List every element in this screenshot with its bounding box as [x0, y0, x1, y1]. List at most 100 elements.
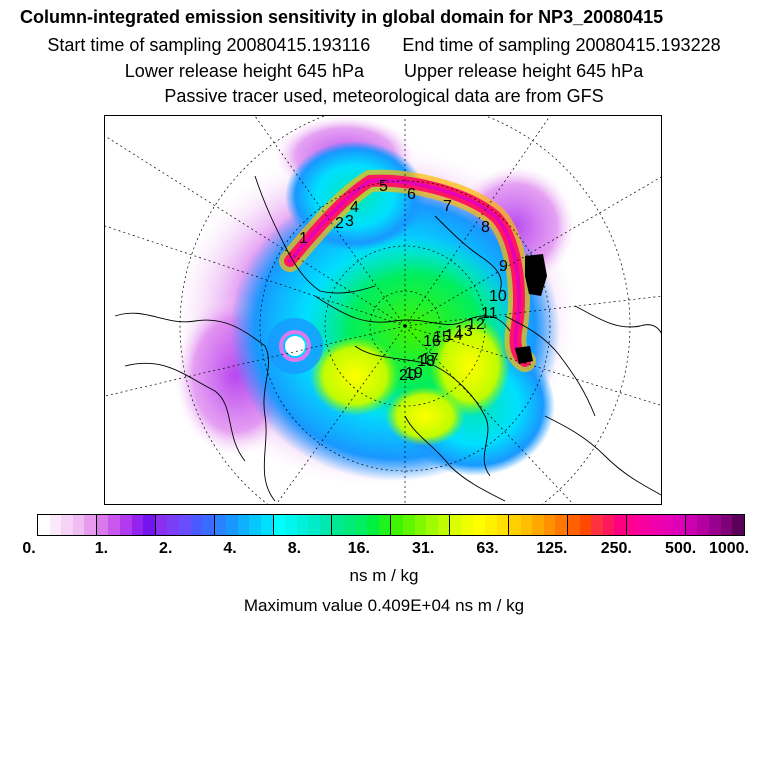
trajectory-label-20: 20: [399, 367, 417, 384]
colorbar-cell: [84, 515, 97, 535]
colorbar-cell: [673, 515, 686, 535]
colorbar-tick-label: 63.: [476, 540, 499, 557]
colorbar-cell: [461, 515, 474, 535]
colorbar-tick-label: 31.: [412, 540, 435, 557]
colorbar-cell: [38, 515, 50, 535]
map-canvas: 1 2 3 4 5 6 7 8 9 10 11 12 13 14 15 16 1…: [105, 116, 661, 504]
colorbar-cell: [450, 515, 462, 535]
colorbar-cell: [602, 515, 615, 535]
colorbar-tick-label: 250.: [600, 540, 632, 557]
colorbar-cell: [532, 515, 544, 535]
colorbar-cell: [732, 515, 744, 535]
colorbar-tick-label: 125.: [536, 540, 568, 557]
colorbar-tick-label: 4.: [223, 540, 237, 557]
colorbar-cell: [296, 515, 309, 535]
upper-height-label: Upper release height: [404, 61, 572, 81]
colorbar-cell: [579, 515, 592, 535]
colorbar-cell: [202, 515, 215, 535]
colorbar-cell: [720, 515, 733, 535]
colorbar-tick-labels: 0. 1. 2. 4. 8. 16. 31. 63. 125. 250. 500. 1000.: [0, 540, 768, 560]
colorbar-cell: [319, 515, 333, 535]
colorbar-cell: [708, 515, 721, 535]
trajectory-label-1: 1: [299, 230, 308, 247]
lower-height-label: Lower release height: [124, 61, 292, 81]
colorbar-cell: [155, 515, 168, 535]
colorbar-cell: [626, 515, 639, 535]
sensitivity-map: 1 2 3 4 5 6 7 8 9 10 11 12 13 14 15 16 1…: [104, 115, 662, 505]
colorbar-cell: [285, 515, 297, 535]
colorbar-cell: [226, 515, 238, 535]
colorbar-cell: [355, 515, 368, 535]
trajectory-label-13: 13: [455, 323, 473, 340]
swirl-feature: [267, 318, 323, 374]
colorbar-tick-label: 500.: [665, 540, 697, 557]
colorbar-cell: [143, 515, 156, 535]
start-time-value: 20080415.193116: [226, 35, 371, 55]
start-time-label: Start time of sampling: [47, 35, 222, 55]
release-heights-line: Lower release height 645 hPa Upper relea…: [0, 60, 768, 82]
colorbar-cell: [308, 515, 320, 535]
colorbar-tick-label: 0.: [22, 540, 36, 557]
colorbar-cell: [344, 515, 356, 535]
end-time-label: End time of sampling: [402, 35, 571, 55]
trajectory-label-7: 7: [443, 198, 452, 215]
colorbar-cell: [414, 515, 427, 535]
tracer-note: Passive tracer used, meteorological data…: [164, 86, 604, 106]
colorbar-cell: [367, 515, 379, 535]
maximum-value-line: Maximum value 0.409E+04 ns m / kg: [0, 596, 768, 616]
upper-height-value: 645 hPa: [576, 61, 644, 81]
colorbar-cell: [473, 515, 485, 535]
colorbar-cell: [484, 515, 497, 535]
colorbar-cell: [555, 515, 569, 535]
colorbar-cell: [650, 515, 662, 535]
colorbar-cell: [520, 515, 533, 535]
trajectory-label-11: 11: [481, 305, 498, 322]
colorbar-cell: [378, 515, 392, 535]
trajectory-label-19: 19: [405, 365, 423, 382]
colorbar-tick-label: 8.: [287, 540, 302, 557]
trajectory-label-10: 10: [489, 288, 507, 305]
trajectory-label-6: 6: [407, 186, 416, 203]
colorbar-cell: [273, 515, 286, 535]
trajectory-label-14: 14: [445, 327, 463, 344]
trajectory-label-18: 18: [417, 353, 435, 370]
trajectory-label-9: 9: [499, 258, 508, 275]
colorbar-cell: [108, 515, 121, 535]
trajectory-label-4: 4: [350, 199, 359, 216]
trajectory-label-5: 5: [379, 178, 388, 195]
page-title: Column-integrated emission sensitivity i…: [20, 7, 664, 27]
colorbar-cell: [72, 515, 85, 535]
colorbar-cell: [614, 515, 627, 535]
colorbar-tick-label: 16.: [347, 540, 370, 557]
colorbar-cell: [120, 515, 132, 535]
colorbar-cell: [426, 515, 438, 535]
colorbar-cell: [638, 515, 651, 535]
colorbar-cell: [131, 515, 144, 535]
colorbar-cell: [402, 515, 415, 535]
colorbar-cell: [509, 515, 521, 535]
colorbar-cell: [496, 515, 510, 535]
coastlines: [114, 175, 661, 502]
sampling-times-line: Start time of sampling 20080415.193116 E…: [0, 34, 768, 56]
max-sensitivity-patches: [515, 254, 547, 364]
trajectory-labels: 1 2 3 4 5 6 7 8 9 10 11 12 13 14 15 16 1…: [299, 178, 508, 384]
colorbar-cell: [96, 515, 109, 535]
colorbar-cell: [249, 515, 261, 535]
colorbar-cell: [591, 515, 603, 535]
colorbar-tick-label: 2.: [159, 540, 173, 557]
colorbar-cell: [391, 515, 403, 535]
colorbar-cell: [190, 515, 203, 535]
colorbar-cell: [167, 515, 179, 535]
colorbar-cell: [661, 515, 674, 535]
colorbar-tick-label: 1000.: [708, 540, 750, 557]
trajectory-label-8: 8: [481, 219, 490, 236]
colorbar: [37, 514, 745, 536]
colorbar-cell: [178, 515, 191, 535]
colorbar-cell: [685, 515, 698, 535]
trajectory-label-3: 3: [345, 213, 354, 230]
trajectory-band: [279, 169, 536, 372]
colorbar-cell: [332, 515, 345, 535]
lower-height-value: 645 hPa: [296, 61, 364, 81]
colorbar-cell: [237, 515, 250, 535]
graticule: [105, 116, 661, 504]
